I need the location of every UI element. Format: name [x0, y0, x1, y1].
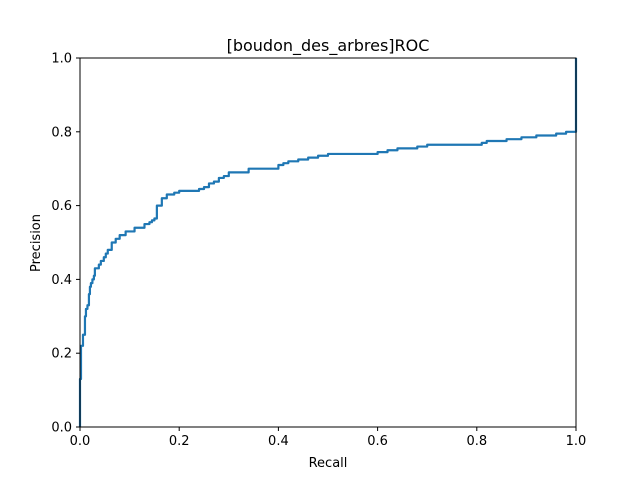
axes-frame — [79, 57, 577, 428]
y-tick-label: 0.8 — [51, 125, 72, 140]
x-tick-label: 0.4 — [268, 434, 289, 449]
x-tick-label: 1.0 — [566, 434, 587, 449]
x-tick-label: 0.2 — [169, 434, 190, 449]
series-line-0 — [78, 58, 578, 427]
x-tick-label: 0.0 — [70, 434, 91, 449]
y-tick-label: 0.4 — [51, 273, 72, 288]
plot-area — [78, 58, 578, 427]
x-tick-label: 0.6 — [367, 434, 388, 449]
y-tick-label: 1.0 — [51, 52, 72, 67]
chart-title: [boudon_des_arbres]ROC — [227, 36, 430, 56]
y-tick-label: 0.0 — [51, 421, 72, 436]
y-axis: 0.0 0.2 0.4 0.6 0.8 1.0 — [51, 52, 80, 436]
x-tick-label: 0.8 — [466, 434, 487, 449]
x-axis-label: Recall — [309, 456, 348, 471]
y-tick-label: 0.2 — [51, 347, 72, 362]
y-tick-label: 0.6 — [51, 199, 72, 214]
x-axis: 0.0 0.2 0.4 0.6 0.8 1.0 — [70, 427, 587, 449]
y-axis-label: Precision — [29, 214, 44, 272]
